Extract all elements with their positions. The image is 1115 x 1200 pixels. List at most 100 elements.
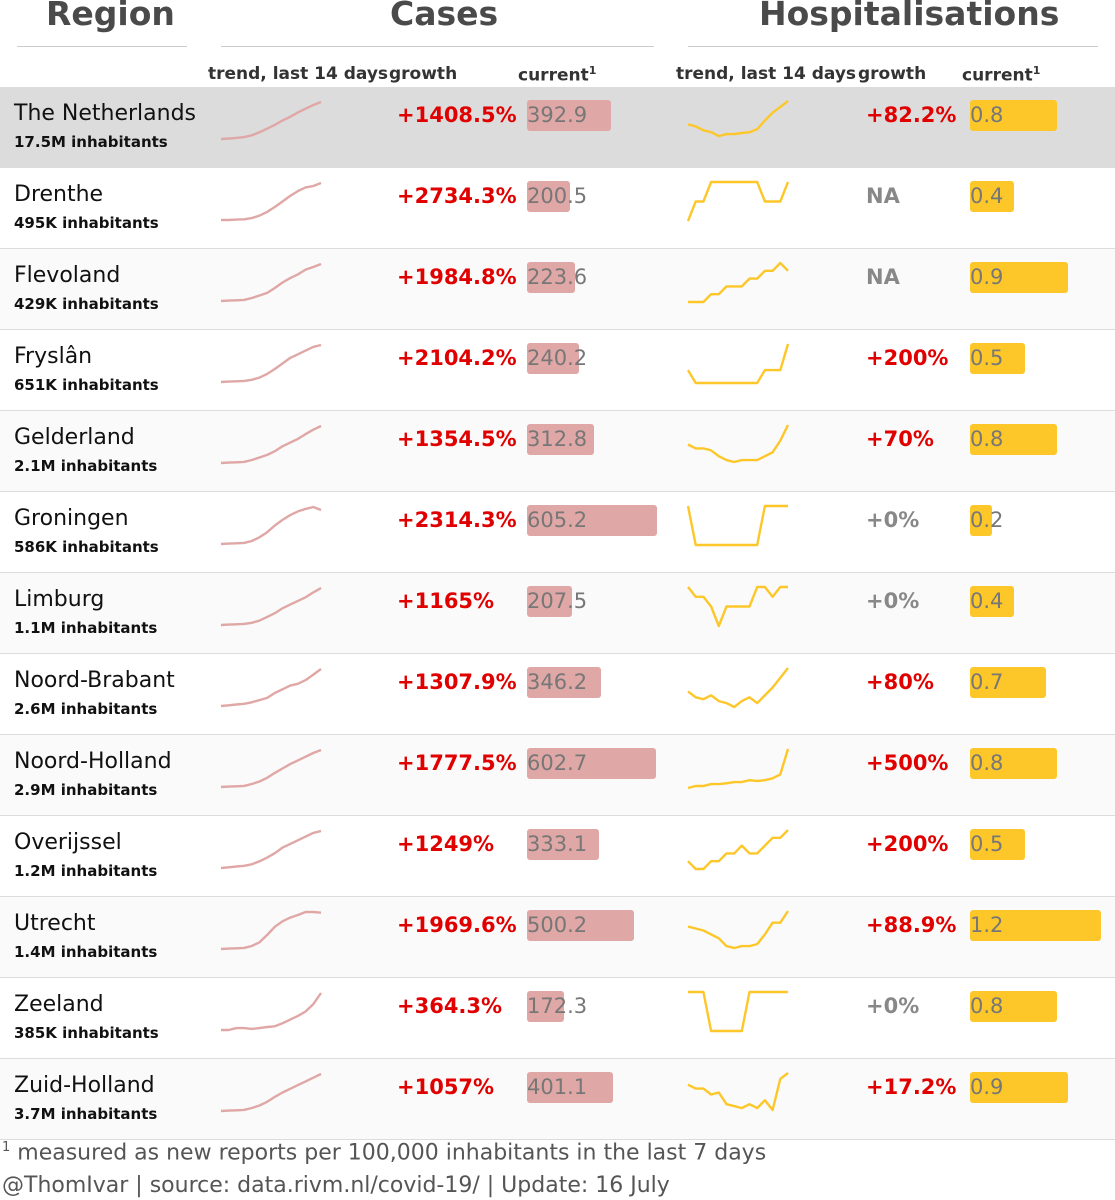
- cases-trend-sparkline-line: [220, 586, 322, 627]
- cases-trend-sparkline: [221, 992, 322, 1032]
- hosp-trend-sparkline-line: [687, 585, 788, 628]
- hosp-trend-sparkline-line: [688, 261, 789, 304]
- cases-current-value: 200.5: [527, 184, 588, 208]
- cases-trend-sparkline: [220, 668, 322, 708]
- cases-trend-sparkline-line: [220, 748, 322, 789]
- cases-current-bar: [527, 505, 657, 536]
- cases-header: Cases: [390, 0, 499, 33]
- hosp-current-bar: [970, 748, 1057, 779]
- hosp-growth-value: +17.2%: [866, 1075, 957, 1099]
- cases-trend-sparkline: [220, 748, 322, 789]
- region-population: 429K inhabitants: [14, 295, 159, 313]
- region-name: Noord-Brabant: [14, 668, 175, 693]
- table-row: Groningen 586K inhabitants +2314.3% 605.2 +0…: [0, 492, 1115, 573]
- cases-growth-value: +1249%: [397, 832, 495, 856]
- cases-current-value: 602.7: [527, 751, 588, 775]
- cases-trend-sparkline-line: [220, 910, 322, 951]
- hosp-current-bar: [970, 1072, 1068, 1103]
- table-row: The Netherlands 17.5M inhabitants +1408.5%…: [0, 87, 1115, 168]
- cases-trend-sparkline: [220, 424, 322, 465]
- hosp-trend-sparkline-line: [688, 990, 788, 1033]
- cases-growth-value: +1777.5%: [397, 751, 517, 775]
- hosp-trend-sparkline: [687, 1072, 789, 1112]
- hosp-growth-subheader: growth: [858, 64, 927, 84]
- hosp-growth-value: +82.2%: [866, 103, 957, 127]
- cases-trend-subheader: trend, last 14 days: [208, 64, 389, 84]
- region-population: 2.9M inhabitants: [14, 781, 158, 799]
- cases-current-bar: [527, 748, 656, 779]
- hosp-growth-value: +80%: [866, 670, 934, 694]
- cases-current-value: 172.3: [527, 994, 588, 1018]
- hosp-current-value: 0.8: [970, 427, 1004, 451]
- hosp-growth-value: +500%: [866, 751, 949, 775]
- hosp-current-bar: [970, 910, 1101, 941]
- hosp-trend-sparkline: [687, 667, 789, 709]
- cases-trend-sparkline-line: [220, 262, 322, 303]
- cases-trend-sparkline-line: [220, 668, 322, 708]
- cases-trend-sparkline: [220, 343, 322, 384]
- table-row: Overijssel 1.2M inhabitants +1249% 333.1 +20…: [0, 816, 1115, 897]
- hosp-trend-sparkline: [688, 990, 788, 1033]
- cases-growth-value: +2104.2%: [397, 346, 517, 370]
- region-name: Groningen: [14, 506, 129, 531]
- hosp-trend-sparkline: [687, 829, 789, 871]
- cases-trend-sparkline: [220, 910, 322, 951]
- table-row: Utrecht 1.4M inhabitants +1969.6% 500.2 +88.…: [0, 897, 1115, 978]
- region-population: 2.6M inhabitants: [14, 700, 158, 718]
- hosp-trend-sparkline-line: [687, 667, 789, 709]
- region-population: 3.7M inhabitants: [14, 1105, 158, 1123]
- region-name: Drenthe: [14, 182, 104, 207]
- cases-trend-sparkline-line: [221, 181, 322, 222]
- table-row: Fryslân 651K inhabitants +2104.2% 240.2 +200…: [0, 330, 1115, 411]
- hosp-growth-value: +200%: [866, 832, 949, 856]
- hosp-current-value: 0.5: [970, 346, 1004, 370]
- cases-trend-sparkline-line: [220, 829, 322, 870]
- cases-header-rule: [221, 46, 654, 47]
- cases-growth-subheader: growth: [389, 64, 458, 84]
- cases-growth-value: +1165%: [397, 589, 495, 613]
- hospitalisations-header: Hospitalisations: [759, 0, 1060, 33]
- hosp-current-value: 0.2: [970, 508, 1004, 532]
- region-population: 2.1M inhabitants: [14, 457, 158, 475]
- credit-line: @ThomIvar | source: data.rivm.nl/covid-1…: [2, 1173, 670, 1198]
- hosp-trend-sparkline-line: [687, 343, 789, 385]
- cases-current-value: 312.8: [527, 427, 588, 451]
- cases-current-bar: [527, 181, 570, 212]
- hosp-current-value: 0.9: [970, 1075, 1004, 1099]
- hosp-trend-sparkline-line: [687, 1072, 789, 1112]
- region-population: 495K inhabitants: [14, 214, 159, 232]
- table-row: Gelderland 2.1M inhabitants +1354.5% 312.8 +…: [0, 411, 1115, 492]
- hosp-growth-value: +0%: [866, 589, 920, 613]
- table-row: Drenthe 495K inhabitants +2734.3% 200.5 NA 0.…: [0, 168, 1115, 249]
- hosp-trend-sparkline: [687, 424, 789, 464]
- hosp-trend-sparkline: [687, 504, 788, 547]
- hosp-current-bar: [970, 100, 1057, 131]
- cases-current-bar: [527, 991, 564, 1022]
- cases-trend-sparkline: [221, 181, 322, 222]
- region-name: Gelderland: [14, 425, 135, 450]
- region-name: Zeeland: [14, 992, 104, 1017]
- hosp-current-bar: [970, 829, 1025, 860]
- cases-current-subheader: current1: [518, 64, 597, 86]
- hosp-growth-value: +0%: [866, 508, 920, 532]
- cases-trend-sparkline: [220, 829, 322, 870]
- hosp-trend-sparkline-line: [687, 748, 789, 790]
- cases-current-bar: [527, 667, 601, 698]
- cases-growth-value: +2734.3%: [397, 184, 517, 208]
- table-row: Zuid-Holland 3.7M inhabitants +1057% 401.1 +…: [0, 1059, 1115, 1140]
- cases-current-bar: [527, 910, 634, 941]
- cases-growth-value: +1354.5%: [397, 427, 517, 451]
- region-population: 586K inhabitants: [14, 538, 159, 556]
- hosp-current-subheader: current1: [962, 64, 1041, 86]
- cases-trend-sparkline-line: [220, 424, 322, 465]
- table-row: Flevoland 429K inhabitants +1984.8% 223.6 NA…: [0, 249, 1115, 330]
- cases-current-value: 207.5: [527, 589, 588, 613]
- hosp-current-bar: [970, 586, 1014, 617]
- hosp-trend-sparkline-line: [687, 829, 789, 871]
- hosp-growth-value: NA: [866, 265, 900, 289]
- hosp-trend-sparkline: [687, 910, 789, 950]
- cases-current-bar: [527, 262, 575, 293]
- region-population: 385K inhabitants: [14, 1024, 159, 1042]
- cases-current-value: 346.2: [527, 670, 588, 694]
- hosp-trend-sparkline-line: [687, 424, 789, 464]
